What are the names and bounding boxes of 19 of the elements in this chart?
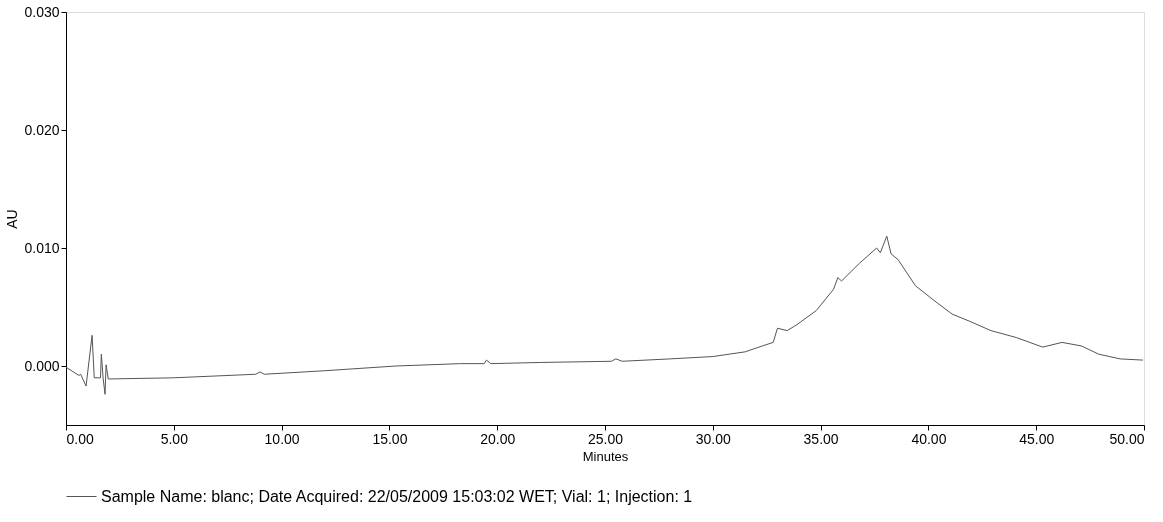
- legend-label: Sample Name: blanc; Date Acquired: 22/05/2009 15:03:02 WET; Vial: 1; Injection: 1: [101, 487, 693, 505]
- y-tick-label: 0.020: [24, 121, 60, 138]
- y-tick-label: 0.010: [24, 239, 60, 256]
- y-axis-title: AU: [4, 209, 21, 229]
- x-tick-label: 30.00: [695, 430, 732, 447]
- x-tick-label: 0.00: [66, 430, 94, 447]
- x-tick-label: 40.00: [911, 430, 947, 447]
- x-tick-label: 45.00: [1019, 430, 1055, 447]
- x-tick-label: 15.00: [372, 430, 408, 447]
- x-tick-label: 35.00: [803, 430, 839, 447]
- x-tick-label: 25.00: [587, 430, 624, 447]
- line-series: [65, 235, 1144, 395]
- x-axis-title: Minutes: [582, 448, 629, 464]
- x-tick-label: 20.00: [480, 430, 516, 447]
- x-tick-label: 50.00: [1109, 430, 1145, 447]
- y-tick-label: 0.000: [24, 357, 60, 374]
- x-tick-label: 10.00: [264, 430, 300, 447]
- x-tick-label: 5.00: [160, 430, 189, 447]
- y-tick-label: 0.030: [24, 3, 60, 20]
